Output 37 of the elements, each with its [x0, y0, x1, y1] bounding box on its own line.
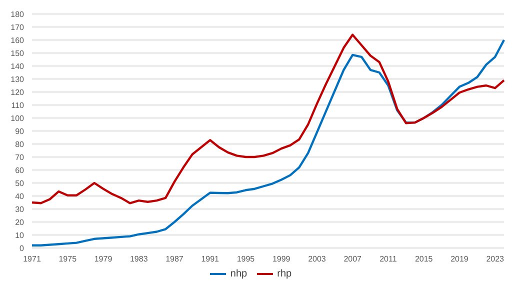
line-series — [30, 34, 506, 204]
x-tick-label: 1975 — [58, 254, 78, 264]
y-tick-label: 100 — [10, 114, 25, 123]
y-tick-label: 20 — [15, 218, 25, 227]
x-tick-label: 1983 — [130, 254, 148, 264]
legend-label: nhp — [230, 268, 248, 280]
y-tick-label: 30 — [15, 204, 25, 214]
y-tick-label: 140 — [10, 62, 25, 71]
y-tick-label: 180 — [10, 10, 25, 19]
x-tick-label: 2023 — [486, 254, 505, 264]
x-tick-label: 1979 — [94, 254, 113, 264]
y-tick-label: 170 — [10, 22, 25, 32]
x-tick-label: 1987 — [166, 254, 184, 264]
x-tick-label: 1971 — [23, 254, 42, 264]
y-tick-label: 50 — [15, 178, 25, 188]
y-tick-label: 110 — [11, 100, 25, 110]
x-tick-label: 2007 — [344, 254, 362, 264]
x-tick-label: 2011 — [380, 254, 398, 264]
y-tick-label: 0 — [20, 244, 25, 253]
y-tick-label: 120 — [10, 88, 25, 97]
y-tick-label: 150 — [10, 48, 25, 58]
y-tick-label: 80 — [15, 140, 25, 149]
y-tick-label: 60 — [15, 166, 25, 175]
y-tick-label: 90 — [15, 126, 25, 136]
x-tick-label: 1995 — [236, 254, 256, 264]
x-tick-label: 2003 — [308, 254, 326, 264]
line-series — [30, 38, 506, 246]
y-tick-label: 70 — [15, 152, 25, 162]
y-tick-label: 10 — [15, 230, 25, 240]
x-tick-label: 1991 — [201, 254, 220, 264]
x-tick-label: 2019 — [450, 254, 469, 264]
y-tick-label: 40 — [15, 192, 25, 201]
y-tick-label: 160 — [10, 36, 25, 45]
y-tick-label: 130 — [10, 74, 25, 84]
x-tick-label: 1999 — [272, 254, 291, 264]
x-tick-label: 2015 — [414, 254, 434, 264]
legend-label: rhp — [277, 268, 292, 280]
